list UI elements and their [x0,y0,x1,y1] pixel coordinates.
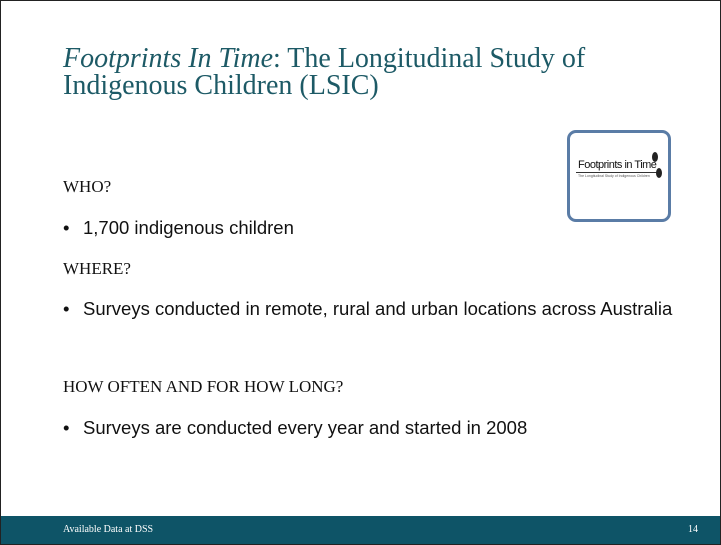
page-number: 14 [688,524,698,535]
section-heading: WHO? [63,177,112,196]
logo-title: Footprints in Time [578,159,657,171]
logo-rule [576,172,658,173]
title-rest: : The Longitudinal Study of Indigenous C… [63,43,586,101]
bullet: Surveys conducted in remote, rural and u… [63,297,683,321]
footer-text: Available Data at DSS [63,524,154,535]
bullet: 1,700 indigenous children [63,216,683,240]
title-italic: Footprints In Time [63,43,274,74]
section-heading: HOW OFTEN AND FOR HOW LONG? [63,377,344,396]
section-heading: WHERE? [63,259,131,278]
footprint-icon [652,152,662,178]
logo-subtitle: The Longitudinal Study of Indigenous Chi… [578,174,650,178]
bullet: Surveys are conducted every year and sta… [63,416,683,440]
footer: Available Data at DSS 14 [1,516,720,544]
logo: Footprints in Time The Longitudinal Stud… [567,130,671,222]
slide-title: Footprints In Time: The Longitudinal Stu… [63,43,683,101]
